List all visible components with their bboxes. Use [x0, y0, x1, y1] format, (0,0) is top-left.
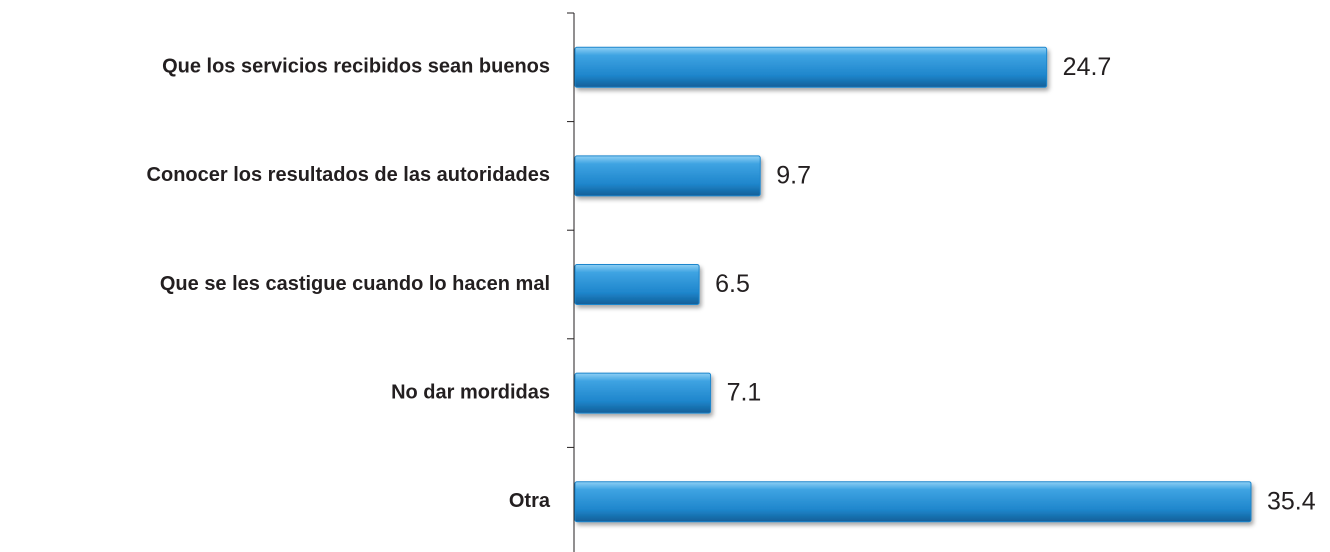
bar	[574, 372, 712, 414]
bar	[574, 155, 761, 197]
value-label: 6.5	[715, 270, 750, 298]
value-label: 9.7	[776, 162, 811, 190]
bar	[574, 264, 700, 305]
value-label: 7.1	[727, 379, 762, 407]
category-label: No dar mordidas	[391, 381, 550, 403]
category-label: Conocer los resultados de las autoridade…	[147, 164, 550, 186]
bar	[574, 481, 1252, 523]
category-label: Que se les castigue cuando lo hacen mal	[160, 273, 550, 295]
category-label: Otra	[509, 490, 551, 512]
bar	[574, 46, 1048, 88]
category-label: Que los servicios recibidos sean buenos	[162, 56, 550, 78]
value-label: 35.4	[1267, 487, 1316, 515]
value-label: 24.7	[1063, 53, 1112, 81]
